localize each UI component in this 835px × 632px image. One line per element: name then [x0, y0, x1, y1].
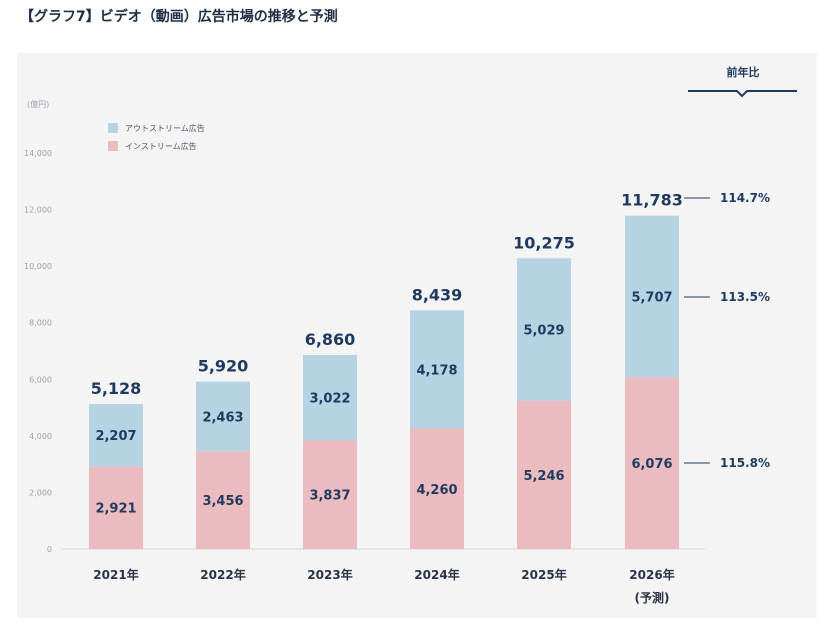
bar-instream: [410, 428, 464, 549]
value-label-outstream: 2,463: [202, 410, 243, 425]
bar-instream: [196, 451, 250, 549]
y-tick-label: 4,000: [29, 432, 52, 441]
value-label-total: 11,783: [621, 191, 683, 210]
value-label-outstream: 5,707: [631, 290, 672, 305]
x-tick-label: 2021年: [93, 567, 138, 582]
y-unit-label: (億円): [27, 99, 49, 109]
value-label-outstream: 3,022: [309, 392, 350, 407]
bar-outstream: [410, 310, 464, 429]
yoy-instream: 115.8%: [720, 456, 770, 470]
y-tick-label: 14,000: [24, 149, 52, 158]
x-tick-label: 2022年: [200, 567, 245, 582]
x-tick-label: 2023年: [307, 567, 352, 582]
value-label-outstream: 5,029: [523, 323, 564, 338]
yoy-outstream: 113.5%: [720, 290, 770, 304]
value-label-instream: 2,921: [95, 502, 136, 517]
value-label-total: 10,275: [513, 233, 575, 252]
bar-outstream: [89, 403, 143, 467]
y-tick-label: 10,000: [24, 262, 52, 271]
x-tick-label: 2025年: [521, 567, 566, 582]
value-label-instream: 6,076: [631, 457, 672, 472]
x-tick-label: 2024年: [414, 567, 459, 582]
chart-heading: 【グラフ7】ビデオ（動画）広告市場の推移と予測: [20, 9, 338, 25]
value-label-instream: 3,837: [309, 489, 350, 504]
bar-instream: [89, 466, 143, 549]
x-tick-sublabel: (予測): [635, 590, 670, 605]
bar-instream: [625, 377, 679, 549]
legend-swatch-outstream: [108, 123, 118, 133]
bar-instream: [303, 440, 357, 549]
legend-swatch-instream: [108, 141, 118, 151]
bar-outstream: [625, 215, 679, 378]
y-tick-label: 2,000: [29, 488, 52, 497]
yoy-header-underline: [688, 90, 797, 98]
value-label-total: 6,860: [305, 330, 356, 349]
value-label-instream: 3,456: [202, 494, 243, 509]
bar-outstream: [196, 381, 250, 452]
legend-label-instream: インストリーム広告: [125, 141, 197, 151]
bar-instream: [517, 400, 571, 549]
y-tick-label: 12,000: [24, 206, 52, 215]
value-label-total: 5,920: [198, 357, 249, 376]
y-tick-label: 0: [47, 545, 52, 554]
y-tick-label: 8,000: [29, 319, 52, 328]
value-label-instream: 5,246: [523, 469, 564, 484]
y-tick-label: 6,000: [29, 375, 52, 384]
value-label-total: 8,439: [412, 285, 463, 304]
value-label-outstream: 4,178: [416, 363, 457, 378]
value-label-outstream: 2,207: [95, 429, 136, 444]
x-tick-label: 2026年: [629, 567, 674, 582]
legend-label-outstream: アウトストリーム広告: [125, 123, 205, 133]
value-label-instream: 4,260: [416, 483, 457, 498]
bar-outstream: [517, 258, 571, 401]
yoy-header: 前年比: [727, 65, 760, 79]
yoy-total: 114.7%: [720, 191, 770, 205]
bar-outstream: [303, 354, 357, 441]
value-label-total: 5,128: [91, 379, 142, 398]
